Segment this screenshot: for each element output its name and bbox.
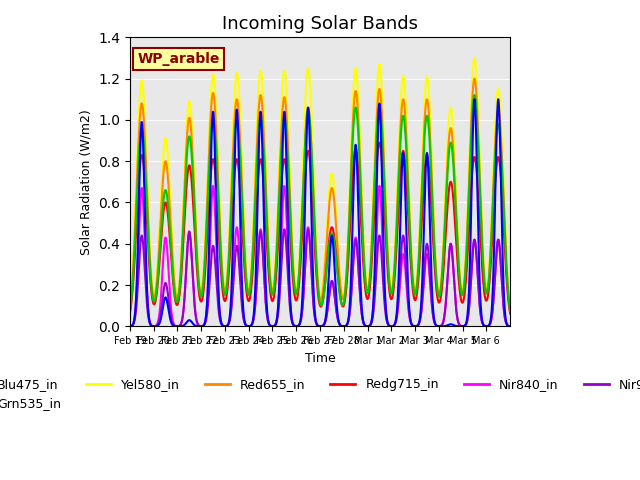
Redg715_in xyxy=(388,295,396,301)
Grn535_in xyxy=(126,309,134,314)
Yel580_in xyxy=(126,305,134,311)
Blu475_in xyxy=(321,320,328,325)
Title: Incoming Solar Bands: Incoming Solar Bands xyxy=(222,15,418,33)
Line: Grn535_in: Grn535_in xyxy=(130,95,510,312)
Redg715_in xyxy=(194,279,202,285)
Line: Red655_in: Red655_in xyxy=(130,79,510,310)
Line: Blu475_in: Blu475_in xyxy=(130,99,510,326)
Nir840_in xyxy=(209,183,217,189)
Red655_in xyxy=(126,307,134,312)
Yel580_in xyxy=(133,161,141,167)
Y-axis label: Solar Radiation (W/m2): Solar Radiation (W/m2) xyxy=(79,109,93,255)
Yel580_in xyxy=(194,262,202,267)
Nir945_in xyxy=(126,324,134,329)
Nir945_in xyxy=(194,322,202,327)
Nir945_in xyxy=(388,324,396,329)
Legend: Blu475_in, Grn535_in, Yel580_in, Red655_in, Redg715_in, Nir840_in, Nir945_in: Blu475_in, Grn535_in, Yel580_in, Red655_… xyxy=(0,373,640,415)
Red655_in xyxy=(388,288,396,293)
Text: WP_arable: WP_arable xyxy=(138,52,220,66)
Yel580_in xyxy=(298,198,306,204)
Nir840_in xyxy=(506,324,514,329)
Blu475_in xyxy=(298,301,306,307)
Nir840_in xyxy=(194,322,202,327)
Grn535_in xyxy=(321,288,328,294)
X-axis label: Time: Time xyxy=(305,352,335,365)
Nir840_in xyxy=(321,321,328,326)
Grn535_in xyxy=(133,192,141,198)
Blu475_in xyxy=(174,324,182,329)
Yel580_in xyxy=(470,55,478,61)
Yel580_in xyxy=(506,306,514,312)
Red655_in xyxy=(194,266,202,272)
Nir945_in xyxy=(506,324,514,329)
Yel580_in xyxy=(321,266,328,272)
Red655_in xyxy=(506,307,514,313)
Red655_in xyxy=(298,217,306,223)
Grn535_in xyxy=(388,290,396,296)
Line: Nir945_in: Nir945_in xyxy=(130,229,510,326)
Nir840_in xyxy=(388,324,396,329)
Blu475_in xyxy=(506,324,514,329)
Red655_in xyxy=(133,176,141,181)
Nir840_in xyxy=(133,281,141,287)
Nir840_in xyxy=(482,324,490,329)
Line: Yel580_in: Yel580_in xyxy=(130,58,510,309)
Blu475_in xyxy=(195,324,202,329)
Grn535_in xyxy=(482,289,490,295)
Blu475_in xyxy=(133,272,141,278)
Redg715_in xyxy=(298,238,306,244)
Redg715_in xyxy=(133,210,141,216)
Blu475_in xyxy=(494,96,502,102)
Blu475_in xyxy=(126,324,134,329)
Redg715_in xyxy=(376,140,383,145)
Red655_in xyxy=(321,272,328,278)
Nir840_in xyxy=(298,309,306,315)
Blu475_in xyxy=(388,324,396,329)
Nir840_in xyxy=(126,324,134,329)
Redg715_in xyxy=(482,298,490,303)
Red655_in xyxy=(482,287,490,293)
Grn535_in xyxy=(194,271,202,277)
Redg715_in xyxy=(506,311,514,316)
Line: Redg715_in: Redg715_in xyxy=(130,143,510,313)
Red655_in xyxy=(470,76,478,82)
Grn535_in xyxy=(298,218,306,224)
Grn535_in xyxy=(506,308,514,314)
Nir945_in xyxy=(482,324,490,329)
Yel580_in xyxy=(388,284,396,289)
Nir945_in xyxy=(298,310,306,315)
Yel580_in xyxy=(482,284,490,290)
Redg715_in xyxy=(321,287,328,292)
Redg715_in xyxy=(126,311,134,316)
Line: Nir840_in: Nir840_in xyxy=(130,186,510,326)
Nir945_in xyxy=(133,296,141,301)
Nir945_in xyxy=(321,321,328,326)
Grn535_in xyxy=(470,92,478,98)
Nir945_in xyxy=(280,227,288,232)
Blu475_in xyxy=(482,324,490,329)
